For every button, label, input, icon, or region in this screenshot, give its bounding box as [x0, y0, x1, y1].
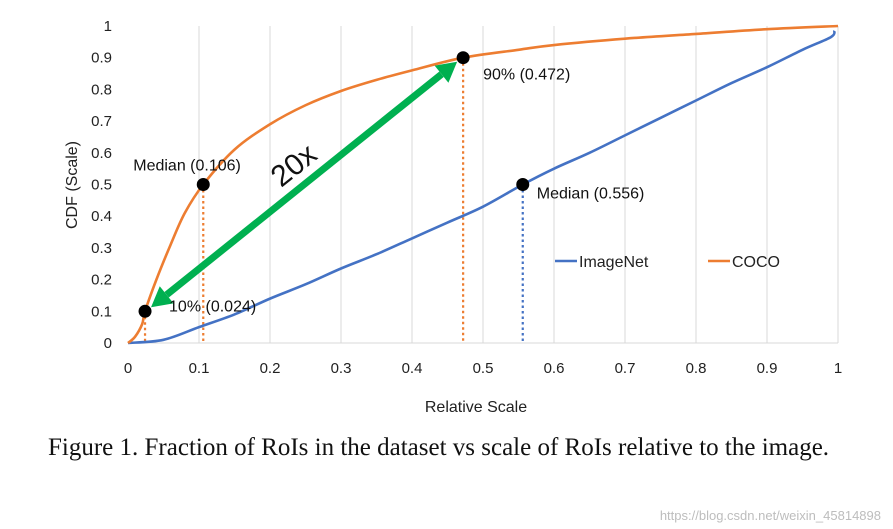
marker-label: 10% (0.024)	[169, 298, 256, 315]
x-tick-label: 0.1	[189, 360, 210, 377]
x-tick-label: 0.2	[260, 360, 281, 377]
y-tick-label: 0.5	[91, 177, 112, 194]
y-tick-label: 0.8	[91, 81, 112, 98]
x-tick-label: 1	[834, 360, 842, 377]
x-tick-label: 0.3	[331, 360, 352, 377]
figure-caption: Figure 1. Fraction of RoIs in the datase…	[48, 434, 830, 461]
arrow-shaft	[164, 71, 444, 298]
series-lines	[127, 24, 839, 345]
cdf-chart: 0 0.1 0.2 0.3 0.4 0.5 0.6 0.7 0.8 0.9 1 0 0.1 0.2 0.3 0…	[64, 18, 842, 416]
legend: ImageNet COCO	[555, 254, 780, 271]
y-axis-label: CDF (Scale)	[64, 141, 81, 229]
series-line-imagenet	[127, 30, 836, 345]
axes: 0 0.1 0.2 0.3 0.4 0.5 0.6 0.7 0.8 0.9 1 0 0.1 0.2 0.3 0…	[91, 18, 842, 377]
x-tick-label: 0.6	[544, 360, 565, 377]
legend-label: COCO	[732, 254, 780, 271]
y-tick-label: 1	[104, 18, 112, 35]
marker-dot	[516, 178, 530, 191]
legend-label: ImageNet	[579, 254, 649, 271]
x-tick-label: 0.5	[473, 360, 494, 377]
y-tick-label: 0	[104, 335, 112, 352]
y-tick-label: 0.6	[91, 145, 112, 162]
y-tick-label: 0.1	[91, 303, 112, 320]
arrow-head-end	[434, 61, 458, 83]
y-tick-label: 0.3	[91, 240, 112, 257]
x-tick-label: 0.4	[402, 360, 423, 377]
marker-dot	[138, 304, 152, 318]
gridlines	[198, 26, 839, 343]
x-axis-label: Relative Scale	[425, 399, 527, 416]
y-tick-label: 0.4	[91, 208, 112, 225]
marker-label: Median (0.106)	[133, 158, 241, 175]
arrow-head-start	[151, 286, 174, 308]
x-tick-label: 0.8	[686, 360, 707, 377]
marker-label: Median (0.556)	[537, 186, 645, 203]
x-tick-label: 0	[124, 360, 132, 377]
marker-label: 90% (0.472)	[483, 67, 570, 84]
marker-points: 10% (0.024) Median (0.106) 90% (0.472) Medi…	[133, 51, 644, 318]
y-tick-label: 0.2	[91, 272, 112, 289]
marker-dot	[196, 178, 210, 191]
series-line-coco	[127, 24, 839, 345]
x-tick-label: 0.7	[615, 360, 636, 377]
arrow-label: 20x	[265, 138, 323, 194]
y-tick-label: 0.7	[91, 113, 112, 130]
y-tick-label: 0.9	[91, 50, 112, 67]
x-tick-label: 0.9	[757, 360, 778, 377]
watermark: https://blog.csdn.net/weixin_45814898	[659, 508, 881, 523]
marker-dot	[456, 51, 470, 65]
